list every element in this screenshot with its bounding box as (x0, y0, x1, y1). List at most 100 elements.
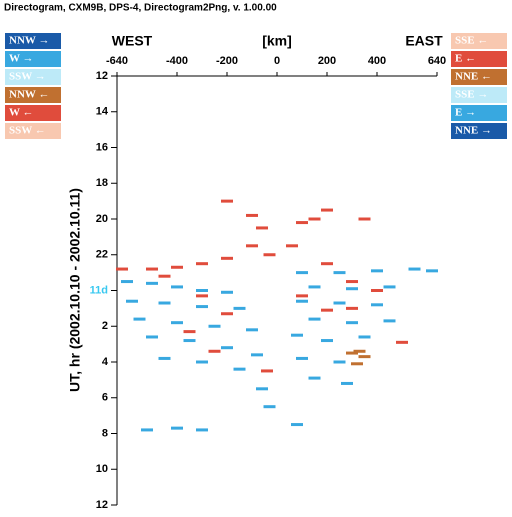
reflection (371, 269, 383, 273)
reflection (291, 423, 303, 427)
x-tick-label: -400 (166, 55, 188, 67)
reflection (341, 381, 353, 385)
reflection (358, 335, 371, 339)
reflection (158, 274, 171, 278)
legend-label: NNW ← (9, 89, 49, 101)
x-tick-label: 0 (274, 55, 280, 67)
reflection (171, 285, 183, 289)
reflection (296, 294, 308, 298)
x-tick-label: 200 (318, 55, 336, 67)
reflection (333, 360, 346, 364)
reflection (383, 285, 396, 289)
reflection (246, 213, 258, 217)
x-left-label: WEST (112, 33, 153, 49)
reflection (371, 289, 383, 292)
reflection (321, 339, 333, 343)
legend-label: W → (9, 53, 34, 65)
legend-label: SSE ← (455, 35, 488, 47)
legend-swatch (451, 69, 507, 85)
reflection (333, 301, 346, 305)
reflection (121, 280, 133, 284)
reflection (261, 369, 273, 373)
x-tick-label: -200 (216, 55, 238, 67)
reflection (146, 281, 158, 285)
y-tick-label: 12 (96, 499, 108, 511)
reflection (158, 356, 171, 360)
reflection (333, 271, 346, 275)
reflection (171, 426, 183, 430)
reflection (196, 289, 208, 292)
y-tick-label: 20 (96, 213, 108, 225)
reflection (351, 362, 363, 366)
reflection (321, 262, 333, 266)
x-tick-label: 400 (368, 55, 386, 67)
reflection (196, 305, 208, 309)
x-right-label: EAST (405, 33, 443, 49)
reflection (196, 294, 208, 298)
reflection (346, 351, 358, 355)
reflection (256, 226, 268, 230)
legend-label: NNW → (9, 35, 49, 47)
reflection (221, 346, 233, 350)
legend-swatch (5, 123, 61, 139)
reflection (383, 319, 396, 323)
reflection (346, 280, 358, 284)
reflection (196, 360, 208, 364)
y-tick-label: 22 (96, 249, 108, 261)
legend-label: E → (455, 107, 476, 119)
legend-swatch (451, 33, 507, 49)
reflection (221, 312, 233, 316)
y-tick-label: 2 (102, 320, 108, 332)
y-tick-label: 10 (96, 463, 108, 475)
reflection (296, 271, 308, 275)
reflection (171, 321, 183, 325)
reflection (183, 339, 196, 343)
legend-label: NNE → (455, 125, 492, 137)
reflection (346, 287, 358, 291)
y-tick-label: 12 (96, 70, 108, 82)
reflection (296, 299, 308, 303)
reflection (146, 335, 158, 339)
reflection (171, 265, 183, 269)
legend-label: W ← (9, 107, 34, 119)
y-tick-label: 14 (96, 106, 109, 118)
reflection (196, 262, 208, 266)
reflection (286, 244, 298, 248)
reflection (233, 306, 246, 310)
x-axis-label: [km] (262, 33, 292, 49)
reflection (256, 387, 268, 391)
reflection (158, 301, 171, 305)
legend-swatch (5, 33, 61, 49)
legend-label: SSW → (9, 71, 46, 83)
reflection (251, 353, 263, 357)
reflection (263, 253, 276, 257)
reflection (358, 355, 371, 359)
legend-swatch (5, 69, 61, 85)
x-tick-label: 640 (428, 55, 446, 67)
reflection (246, 328, 258, 332)
reflection (116, 267, 128, 271)
chart-title: Directogram, CXM9B, DPS-4, Directogram2P… (4, 3, 277, 14)
reflection (321, 308, 333, 312)
legend-swatch (451, 51, 507, 67)
reflection (291, 333, 303, 337)
reflection (208, 324, 221, 328)
reflection (221, 256, 233, 260)
reflection (221, 199, 233, 203)
reflection (263, 405, 276, 409)
y-tick-label: 8 (102, 427, 108, 439)
reflection (183, 330, 196, 334)
reflection (296, 221, 308, 225)
legend-swatch (451, 123, 507, 139)
legend-swatch (5, 51, 61, 67)
legend-label: SSW ← (9, 125, 46, 137)
y-axis-label: UT, hr (2002.10.10 - 2002.10.11) (67, 188, 83, 392)
reflection (346, 306, 358, 310)
reflection (358, 217, 371, 221)
legend-swatch (451, 87, 507, 103)
reflection (426, 269, 438, 273)
y-tick-label: 18 (96, 177, 108, 189)
legend-swatch (5, 87, 61, 103)
y-tick-label: 4 (102, 356, 109, 368)
reflection (141, 428, 153, 432)
